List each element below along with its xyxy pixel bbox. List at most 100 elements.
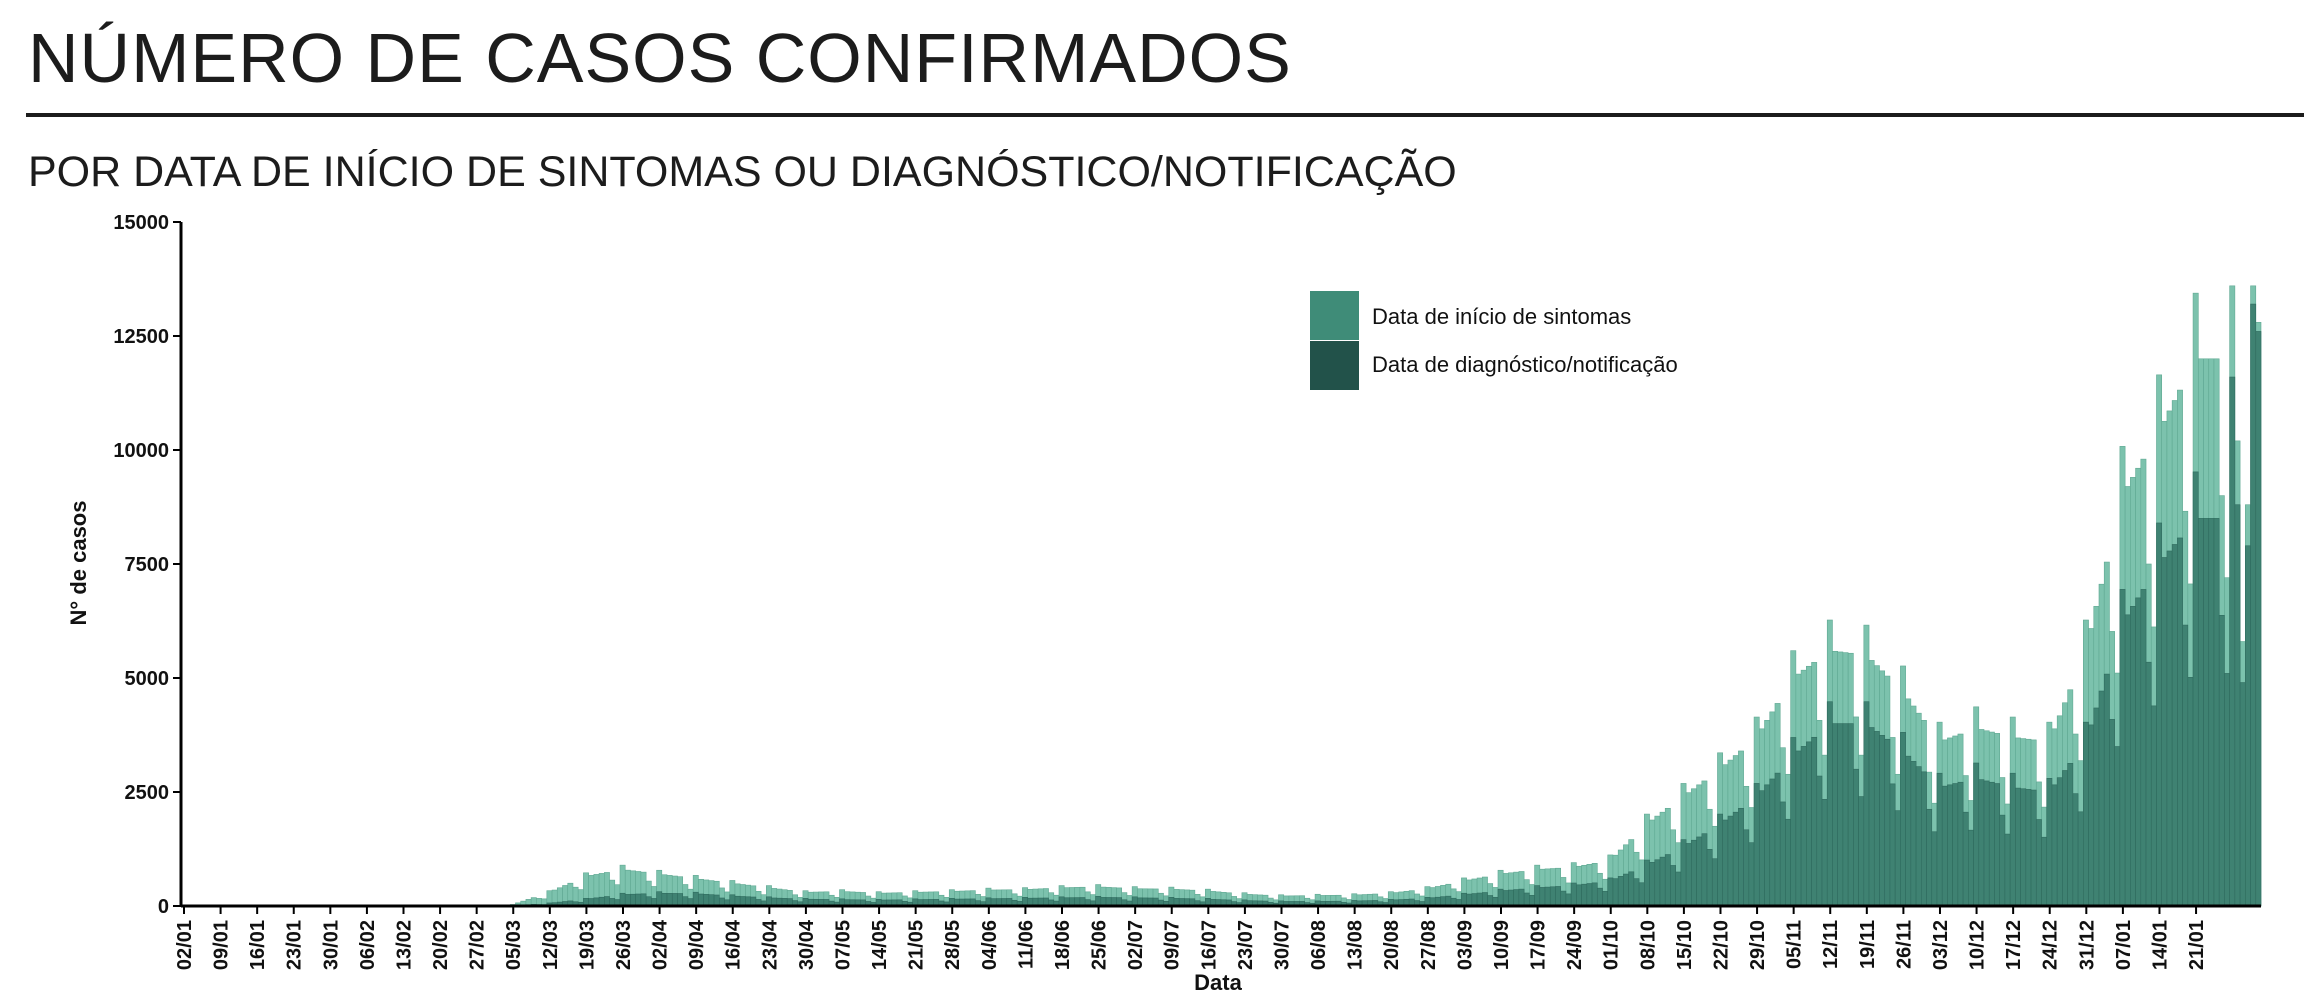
diagnostico-bar <box>1821 798 1828 907</box>
diagnostico-bar <box>1795 750 1802 907</box>
diagnostico-bar <box>1476 892 1483 907</box>
diagnostico-bar <box>1973 762 1980 907</box>
page-title: NÚMERO DE CASOS CONFIRMADOS <box>28 19 1292 97</box>
diagnostico-bar <box>1560 890 1567 907</box>
diagnostico-bar <box>1607 877 1614 907</box>
diagnostico-bar <box>2098 690 2105 907</box>
diagnostico-bar <box>1581 883 1588 907</box>
title-divider <box>26 113 2304 117</box>
diagnostico-bar <box>1941 785 1948 907</box>
diagnostico-bar <box>1910 761 1917 907</box>
diagnostico-bar <box>2130 606 2136 907</box>
diagnostico-bar <box>1800 746 1807 907</box>
diagnostico-bar <box>2182 624 2189 907</box>
x-tick-label: 30/01 <box>320 920 342 970</box>
x-tick-label: 24/12 <box>2040 920 2062 970</box>
x-tick-label: 17/12 <box>2003 920 2025 970</box>
x-tick-label: 19/11 <box>1857 920 1879 969</box>
diagnostico-bar <box>1691 839 1697 907</box>
diagnostico-bar <box>2083 721 2089 907</box>
x-tick-label: 16/04 <box>723 919 745 970</box>
diagnostico-bar <box>2140 589 2147 907</box>
legend-swatch-sintomas <box>1310 291 1359 340</box>
x-tick-label: 25/06 <box>1089 920 1111 970</box>
x-tick-label: 09/01 <box>211 920 233 970</box>
diagnostico-bar <box>1565 893 1572 907</box>
diagnostico-bar <box>666 893 673 907</box>
diagnostico-bar <box>2020 788 2027 907</box>
diagnostico-bar <box>1596 887 1603 907</box>
diagnostico-bar <box>656 891 663 907</box>
diagnostico-bar <box>1900 732 1906 907</box>
diagnostico-bar <box>1534 885 1541 907</box>
diagnostico-bar <box>1670 865 1676 907</box>
x-tick-label: 28/05 <box>942 920 964 970</box>
diagnostico-bar <box>661 892 668 907</box>
x-tick-label: 12/03 <box>540 920 562 970</box>
diagnostico-bar <box>1999 814 2006 907</box>
diagnostico-bar <box>1664 854 1671 907</box>
diagnostico-bar <box>2234 504 2241 907</box>
diagnostico-bar <box>2088 724 2095 907</box>
legend-swatch-diagnostico <box>1310 341 1359 390</box>
diagnostico-bar <box>671 893 678 907</box>
diagnostico-bar <box>1659 856 1666 907</box>
diagnostico-bar <box>1905 755 1912 907</box>
diagnostico-bar <box>1602 891 1609 907</box>
x-tick-label: 26/03 <box>613 920 635 970</box>
diagnostico-bar <box>1806 741 1812 907</box>
y-tick-label: 0 <box>158 896 169 918</box>
x-tick-label: 20/08 <box>1381 920 1403 970</box>
x-tick-label: 14/01 <box>2150 920 2172 970</box>
diagnostico-bar <box>2224 673 2230 907</box>
diagnostico-bar <box>2197 518 2204 907</box>
x-tick-label: 27/02 <box>467 920 489 970</box>
diagnostico-bar <box>1644 859 1650 907</box>
diagnostico-bar <box>1931 831 1938 907</box>
diagnostico-bar <box>1873 731 1880 907</box>
diagnostico-bar <box>1576 884 1582 907</box>
diagnostico-bar <box>2103 673 2110 907</box>
diagnostico-bar <box>2166 550 2173 907</box>
diagnostico-bar <box>2093 707 2100 907</box>
diagnostico-bar <box>1926 808 1933 907</box>
x-tick-label: 03/12 <box>1930 920 1952 970</box>
diagnostico-bar <box>2124 614 2131 907</box>
diagnostico-bar <box>2239 682 2246 907</box>
diagnostico-bar <box>1586 883 1593 907</box>
diagnostico-bar <box>2245 545 2251 907</box>
diagnostico-bar <box>1523 892 1530 907</box>
diagnostico-bar <box>2067 763 2074 907</box>
diagnostico-bar <box>1675 871 1682 907</box>
diagnostico-bar <box>1915 766 1922 907</box>
x-tick-label: 02/04 <box>650 919 672 970</box>
x-tick-label: 06/02 <box>357 920 379 970</box>
diagnostico-bar <box>1983 780 1990 907</box>
diagnostico-bar <box>1811 736 1818 907</box>
x-tick-label: 10/09 <box>1491 920 1513 970</box>
x-tick-label: 17/09 <box>1528 920 1550 970</box>
diagnostico-bar <box>1863 701 1870 907</box>
diagnostico-bar <box>708 894 715 907</box>
diagnostico-bar <box>1837 723 1844 907</box>
x-tick-label: 12/11 <box>1820 920 1842 969</box>
diagnostico-bar <box>619 892 626 907</box>
diagnostico-bar <box>1617 876 1624 907</box>
diagnostico-bar <box>2135 597 2142 907</box>
diagnostico-bar <box>1549 886 1556 907</box>
diagnostico-bar <box>1968 829 1974 907</box>
diagnostico-bar <box>1947 784 1953 907</box>
diagnostico-bar <box>677 893 684 907</box>
diagnostico-bar <box>1868 727 1875 907</box>
diagnostico-bar <box>1555 886 1561 907</box>
x-tick-label: 24/09 <box>1564 920 1586 970</box>
diagnostico-bar <box>703 894 710 907</box>
y-tick-label: 10000 <box>113 440 169 462</box>
diagnostico-bar <box>1816 775 1823 907</box>
diagnostico-bar <box>2046 778 2053 907</box>
diagnostico-bar <box>1978 779 1985 907</box>
diagnostico-bar <box>1921 771 1927 907</box>
x-tick-label: 04/06 <box>979 920 1001 970</box>
diagnostico-bar <box>1706 849 1713 907</box>
diagnostico-bar <box>1471 893 1478 907</box>
